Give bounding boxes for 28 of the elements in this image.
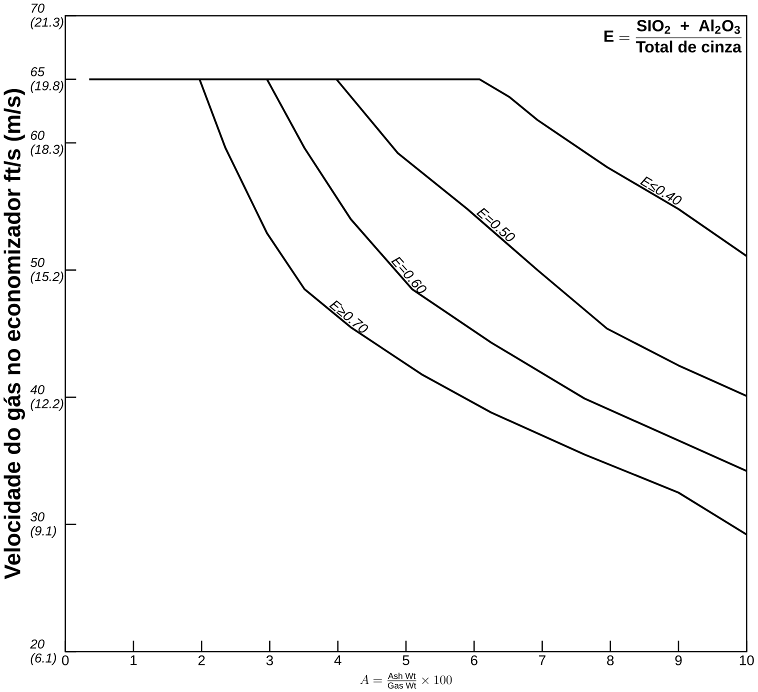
y-tick-label: 60	[30, 130, 44, 140]
y-tick-label: 65	[30, 67, 45, 76]
y-tick-label: 20	[30, 639, 44, 649]
y-tick-label: 70	[32, 4, 44, 13]
x-tick-label: 10	[740, 655, 754, 666]
y-tick-label: 40	[30, 385, 44, 394]
y2-tick-label: (21.3)	[30, 17, 64, 30]
x-tick-label: 2	[198, 655, 205, 666]
y-axis-title: Velocidade do gás no economizador ft/s (m/s)	[4, 88, 25, 580]
y2-tick-label: (19.8)	[30, 80, 64, 93]
x-tick-label: 1	[130, 655, 137, 665]
x-tick-label: 6	[470, 655, 478, 666]
y2-tick-label: (12.2)	[30, 398, 64, 411]
x-axis-title: $A = \frac{\text{Ash Wt}}{\text{Gas Wt}} \times 100$	[360, 672, 452, 689]
x-tick-label: 4	[334, 655, 342, 665]
y2-tick-label: (9.1)	[30, 526, 56, 538]
y-tick-label: 50	[30, 258, 44, 267]
x-tick-label: 5	[402, 655, 410, 666]
x-tick-label: 7	[539, 655, 546, 665]
y2-tick-label: (18.3)	[30, 144, 64, 156]
x-tick-label: 0	[62, 655, 69, 666]
annotation: $\textbf{E} = \frac{\textbf{SIO}_{\textbf{2}}\ \ \textbf{+}\ \ \textbf{Al}_{\textbf{2}}\textbf{O}_{\textbf{3}}}{\textbf{Total de cinza}}$	[604, 19, 742, 52]
x-tick-label: 3	[266, 655, 274, 666]
y-tick-label: 30	[30, 512, 44, 522]
y2-tick-label: (6.1)	[30, 653, 56, 666]
y2-tick-label: (15.2)	[30, 272, 64, 284]
x-tick-label: 8	[607, 655, 614, 666]
x-tick-label: 9	[675, 655, 682, 666]
